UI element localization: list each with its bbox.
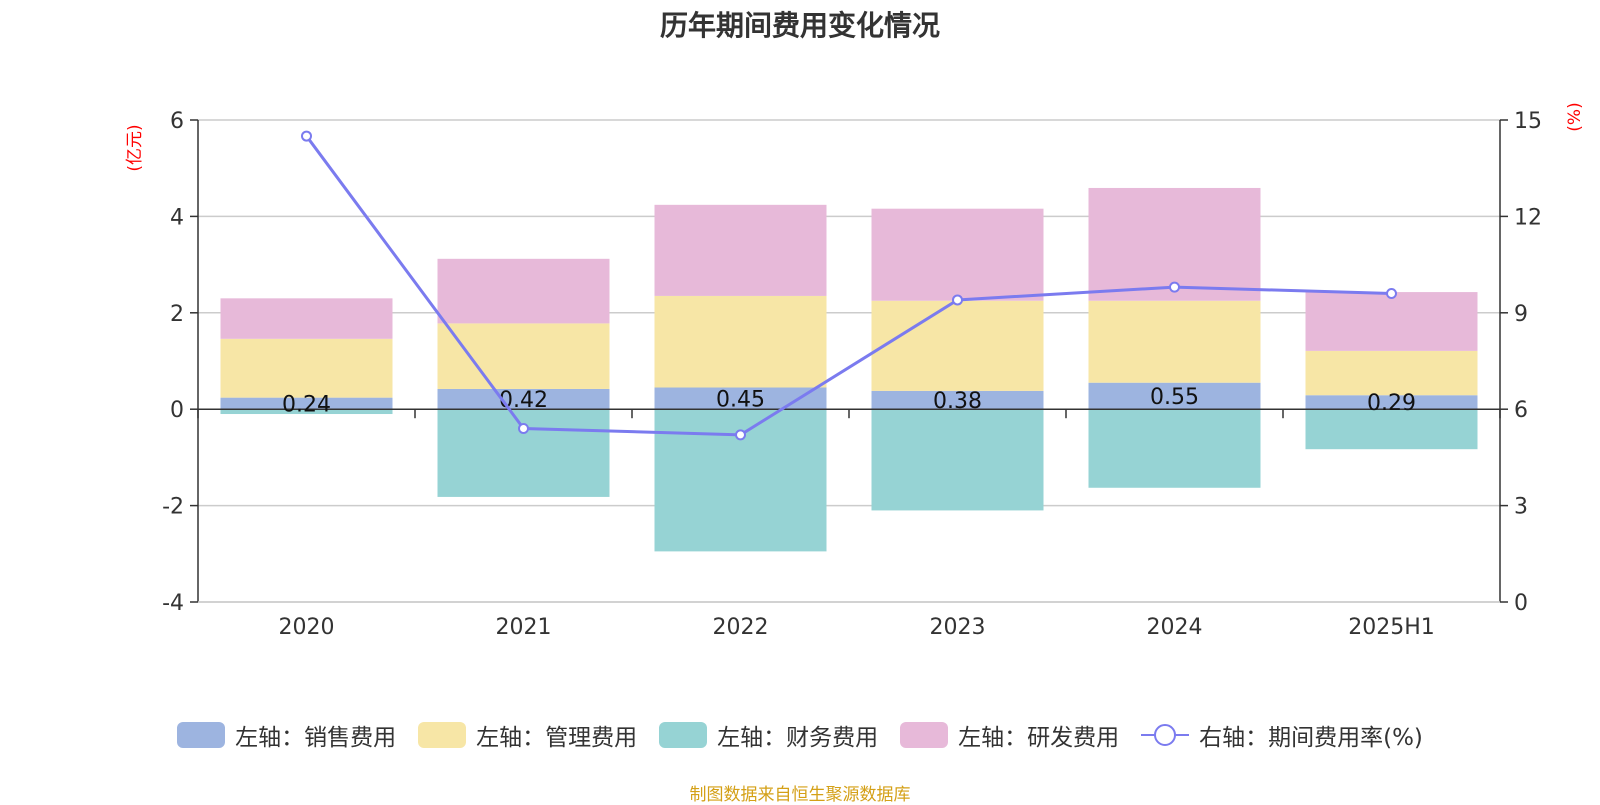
right-axis-tick-label: 15 xyxy=(1514,109,1542,134)
bar-segment xyxy=(437,388,610,410)
left-axis-tick-label: 0 xyxy=(170,398,184,423)
legend-label-sales: 左轴：销售费用 xyxy=(235,725,397,751)
x-axis-tick-label: 2021 xyxy=(496,615,552,640)
expense-rate-point xyxy=(952,294,963,306)
legend-swatch-sales xyxy=(177,722,226,748)
legend-line-marker-icon xyxy=(1141,724,1190,746)
bar-segment xyxy=(654,295,827,388)
axes: -4 -2 0 2 4 6 0 3 6 9 12 15 2020 2021 2022 2023 2024 2025… xyxy=(162,109,1542,640)
right-axis-tick-label: 12 xyxy=(1514,205,1542,230)
legend-swatch-finance xyxy=(659,722,708,748)
bar-segment xyxy=(871,208,1044,301)
legend-label-rnd: 左轴：研发费用 xyxy=(958,725,1120,751)
right-axis-tick-label: 9 xyxy=(1514,302,1528,327)
bar-segment xyxy=(871,300,1044,391)
legend: 左轴：销售费用 左轴：管理费用 左轴：财务费用 左轴：研发费用 右轴：期间费用率… xyxy=(0,718,1600,752)
bar-segment xyxy=(220,338,393,398)
grid-lines xyxy=(198,119,1500,603)
expense-rate-point xyxy=(1169,281,1180,293)
bar-segment xyxy=(437,323,610,389)
right-axis-tick-label: 0 xyxy=(1514,591,1528,616)
expense-rate-point xyxy=(518,422,529,434)
bar-segment xyxy=(654,387,827,410)
legend-item-sales[interactable]: 左轴：销售费用 xyxy=(177,718,396,752)
legend-swatch-rnd xyxy=(900,722,949,748)
line-series xyxy=(301,130,1397,441)
bar-segment xyxy=(1088,409,1261,488)
data-label-sales: 0.38 xyxy=(933,389,982,414)
legend-label-expense-rate: 右轴：期间费用率(%) xyxy=(1199,725,1423,751)
data-label-sales: 0.29 xyxy=(1367,391,1416,416)
legend-item-expense-rate[interactable]: 右轴：期间费用率(%) xyxy=(1141,718,1423,752)
legend-item-finance[interactable]: 左轴：财务费用 xyxy=(659,718,878,752)
data-label-sales: 0.42 xyxy=(499,388,548,413)
bar-segment xyxy=(1305,292,1478,351)
x-axis-tick-label: 2023 xyxy=(930,615,986,640)
left-axis-tick-label: 4 xyxy=(170,205,184,230)
bar-segment xyxy=(1088,300,1261,383)
bar-segment xyxy=(220,409,393,415)
left-axis-tick-label: -4 xyxy=(162,591,184,616)
data-label-sales: 0.24 xyxy=(282,392,331,417)
right-axis-tick-label: 3 xyxy=(1514,495,1528,520)
expense-rate-point xyxy=(1386,288,1397,300)
bar-segment xyxy=(437,409,610,497)
bar-segment xyxy=(220,298,393,339)
legend-swatch-admin xyxy=(418,722,467,748)
x-axis-tick-label: 2025H1 xyxy=(1348,615,1435,640)
legend-item-admin[interactable]: 左轴：管理费用 xyxy=(418,718,637,752)
right-axis-tick-label: 6 xyxy=(1514,398,1528,423)
legend-item-rnd[interactable]: 左轴：研发费用 xyxy=(900,718,1119,752)
bar-segment xyxy=(871,390,1044,410)
bar-segment xyxy=(1305,395,1478,410)
chart-title: 历年期间费用变化情况 xyxy=(659,9,940,42)
source-note: 制图数据来自恒生聚源数据库 xyxy=(689,785,911,805)
left-axis-tick-label: 6 xyxy=(170,109,184,134)
x-axis-tick-label: 2022 xyxy=(713,615,769,640)
bar-segment xyxy=(1305,350,1478,396)
expense-rate-point xyxy=(735,429,746,441)
bar-segment xyxy=(654,204,827,296)
x-axis-tick-label: 2020 xyxy=(279,615,335,640)
bar-segment xyxy=(871,409,1044,511)
right-axis-unit: (%) xyxy=(1565,102,1585,131)
bar-segment xyxy=(220,397,393,410)
expense-rate-line xyxy=(305,135,1392,437)
left-axis-unit: (亿元) xyxy=(125,124,145,171)
bar-segment xyxy=(1305,409,1478,450)
legend-label-admin: 左轴：管理费用 xyxy=(476,725,638,751)
data-label-sales: 0.45 xyxy=(716,387,765,412)
x-axis-tick-label: 2024 xyxy=(1147,615,1203,640)
data-label-sales: 0.55 xyxy=(1150,385,1199,410)
bar-segment xyxy=(1088,382,1261,410)
left-axis-tick-label: 2 xyxy=(170,302,184,327)
bar-segment xyxy=(437,258,610,324)
left-axis-tick-label: -2 xyxy=(162,495,184,520)
bar-series xyxy=(220,187,1478,552)
legend-label-finance: 左轴：财务费用 xyxy=(717,725,879,751)
expense-rate-point xyxy=(301,130,312,142)
